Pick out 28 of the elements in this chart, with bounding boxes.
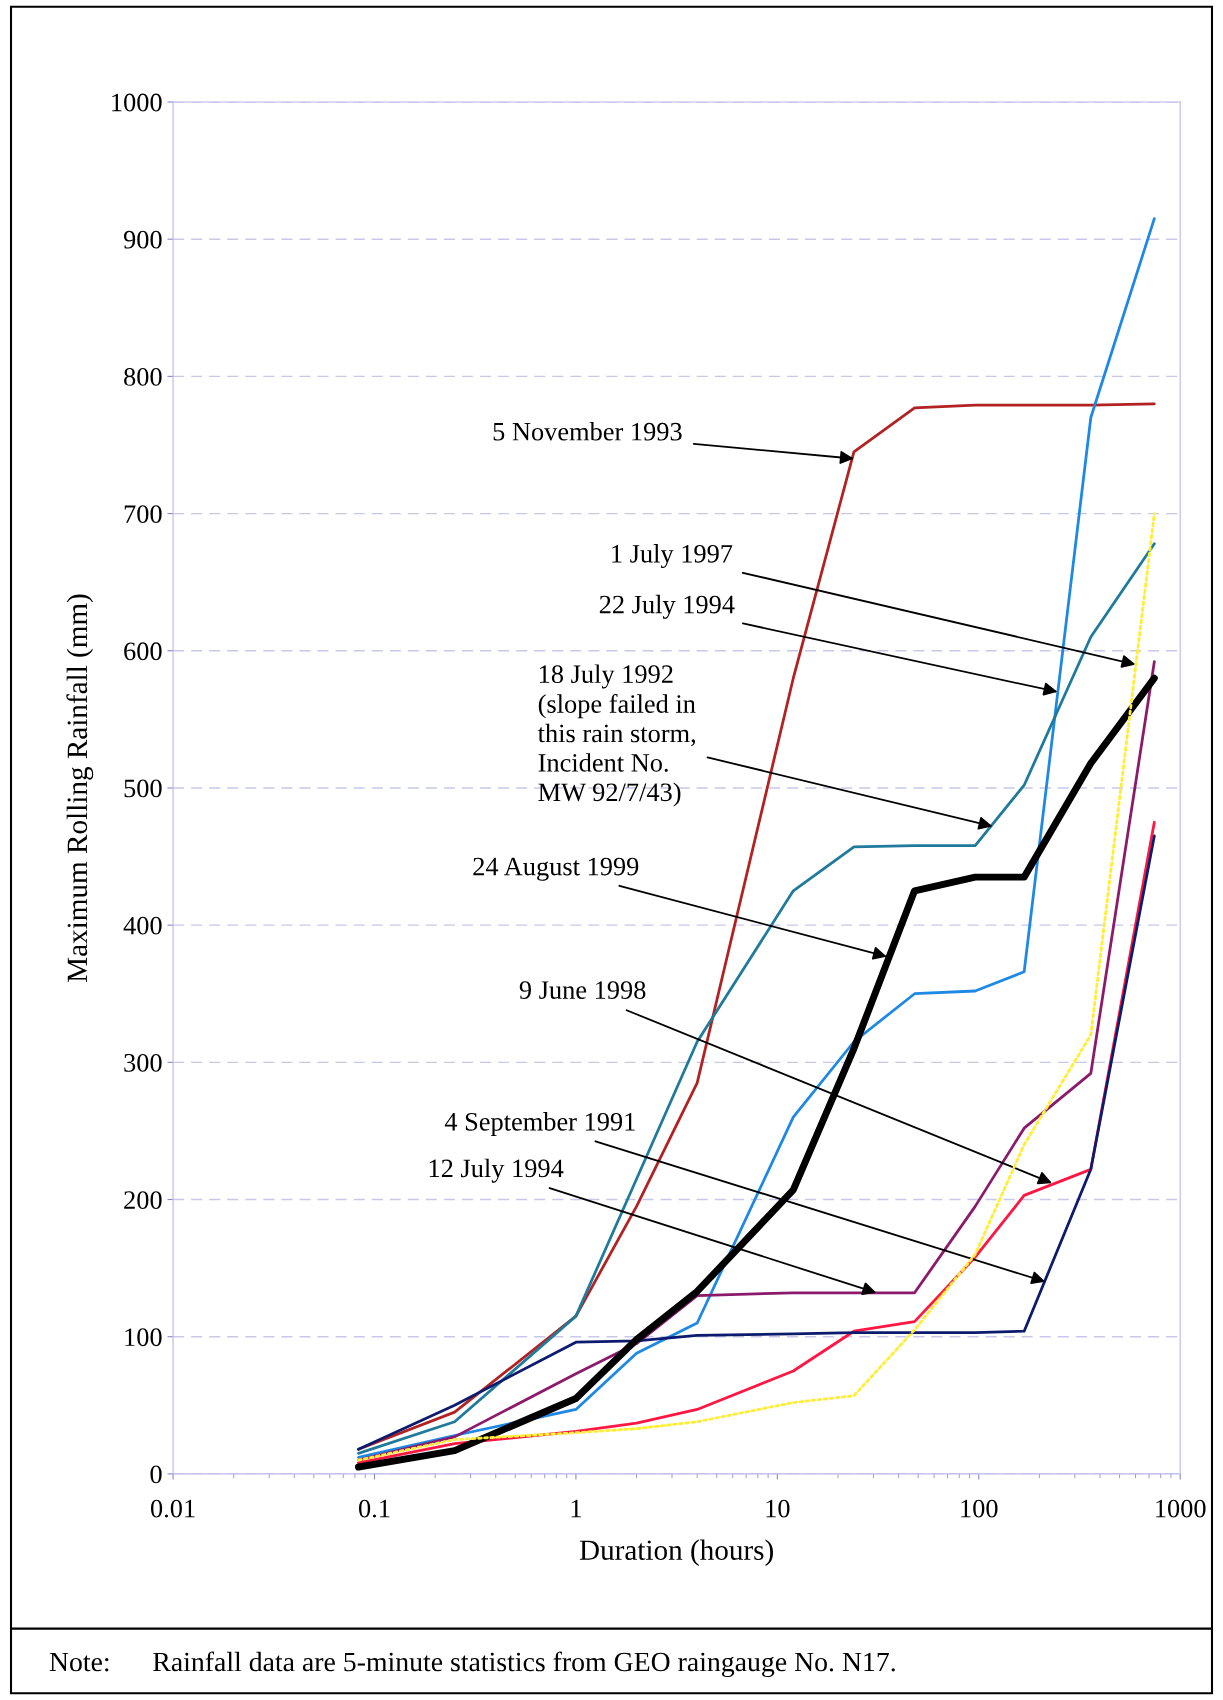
y-tick-label: 0	[150, 1465, 162, 1484]
y-tick-label: 900	[123, 230, 162, 249]
y-tick-label: 600	[124, 642, 162, 661]
annotation: 4 September 1991	[444, 1112, 635, 1137]
y-tick-label: 700	[124, 505, 162, 523]
annotation: 22 July 1994	[599, 594, 735, 619]
y-axis-title: Maximum Rolling Rainfall (mm)	[66, 594, 94, 982]
y-tick-label: 200	[124, 1191, 162, 1209]
x-tick-label: 1	[571, 1499, 581, 1518]
annotation: 1 July 1997	[612, 544, 733, 569]
y-tick-label: 300	[124, 1053, 162, 1072]
annotation: 18 July 1992 (slope failed in this rain storm, Incident No. MW 92/7/43)	[537, 664, 696, 807]
annotation: 9 June 1998	[519, 981, 646, 999]
annotation: 5 November 1993	[493, 422, 682, 441]
y-tick-label: 1000	[112, 93, 162, 112]
x-tick-label: 100	[961, 1499, 998, 1518]
annotation: 12 July 1994	[429, 1158, 564, 1183]
y-tick-label: 500	[124, 779, 162, 798]
x-tick-label: 0.01	[150, 1499, 195, 1518]
y-tick-label: 400	[123, 916, 162, 935]
x-axis-title: Duration (hours)	[579, 1539, 773, 1566]
y-tick-label: 800	[124, 367, 162, 386]
x-tick-label: 0.1	[359, 1499, 390, 1518]
text: Note: Rainfall data are 5-minute statistics from GEO raingauge No. N17.	[49, 1651, 895, 1678]
y-tick-label: 100	[125, 1328, 162, 1347]
annotation: 24 August 1999	[473, 857, 639, 881]
x-tick-label: 1000	[1156, 1499, 1206, 1518]
x-tick-label: 10	[766, 1499, 790, 1518]
